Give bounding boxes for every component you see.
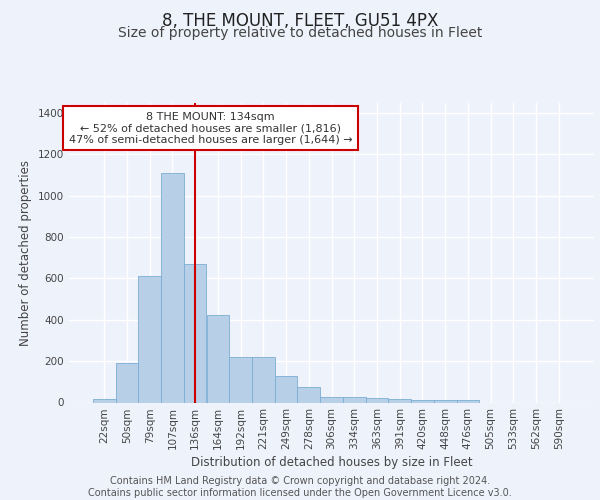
Bar: [206, 314, 229, 402]
Bar: [161, 173, 184, 402]
Bar: [252, 357, 275, 403]
Y-axis label: Number of detached properties: Number of detached properties: [19, 160, 32, 346]
Bar: [365, 398, 388, 402]
Bar: [184, 264, 206, 402]
X-axis label: Distribution of detached houses by size in Fleet: Distribution of detached houses by size …: [191, 456, 472, 469]
Bar: [229, 357, 252, 403]
Bar: [343, 396, 365, 402]
Bar: [320, 396, 343, 402]
Bar: [434, 400, 457, 402]
Bar: [388, 400, 411, 402]
Bar: [139, 276, 161, 402]
Text: 8, THE MOUNT, FLEET, GU51 4PX: 8, THE MOUNT, FLEET, GU51 4PX: [162, 12, 438, 30]
Bar: [275, 376, 298, 402]
Bar: [298, 387, 320, 402]
Bar: [93, 399, 116, 402]
Text: Contains HM Land Registry data © Crown copyright and database right 2024.
Contai: Contains HM Land Registry data © Crown c…: [88, 476, 512, 498]
Text: 8 THE MOUNT: 134sqm
← 52% of detached houses are smaller (1,816)
47% of semi-det: 8 THE MOUNT: 134sqm ← 52% of detached ho…: [69, 112, 353, 144]
Text: Size of property relative to detached houses in Fleet: Size of property relative to detached ho…: [118, 26, 482, 40]
Bar: [457, 400, 479, 402]
Bar: [116, 363, 139, 403]
Bar: [411, 400, 434, 402]
